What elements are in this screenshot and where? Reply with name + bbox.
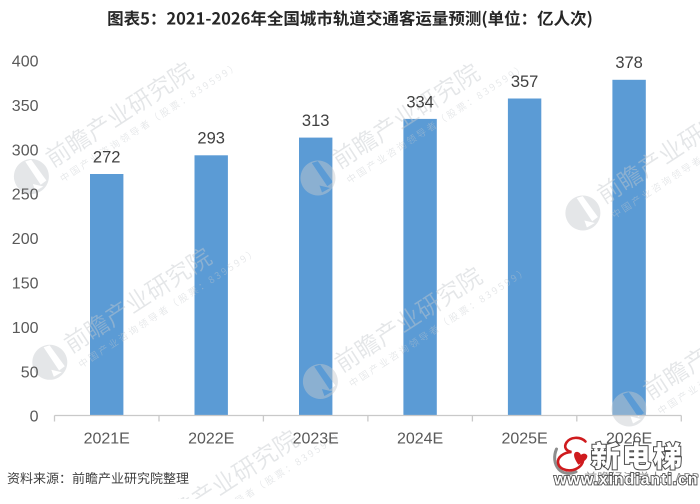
svg-text:200: 200 (12, 231, 39, 248)
svg-text:0: 0 (30, 409, 39, 426)
svg-text:www.xindianti.cn: www.xindianti.cn (553, 472, 699, 489)
svg-text:2025E: 2025E (501, 431, 547, 448)
svg-text:150: 150 (12, 276, 39, 293)
svg-text:378: 378 (615, 54, 643, 72)
svg-text:2021E: 2021E (84, 431, 130, 448)
svg-text:357: 357 (511, 73, 539, 91)
svg-text:2023E: 2023E (293, 431, 339, 448)
svg-text:334: 334 (406, 93, 434, 111)
svg-text:100: 100 (12, 320, 39, 337)
svg-text:293: 293 (197, 130, 225, 148)
svg-text:50: 50 (21, 364, 39, 381)
svg-text:250: 250 (12, 187, 39, 204)
svg-text:2022E: 2022E (188, 431, 234, 448)
svg-text:350: 350 (12, 98, 39, 115)
svg-text:2024E: 2024E (397, 431, 443, 448)
svg-text:272: 272 (93, 148, 121, 166)
svg-text:300: 300 (12, 142, 39, 159)
svg-text:313: 313 (302, 112, 330, 130)
svg-text:400: 400 (12, 54, 39, 71)
